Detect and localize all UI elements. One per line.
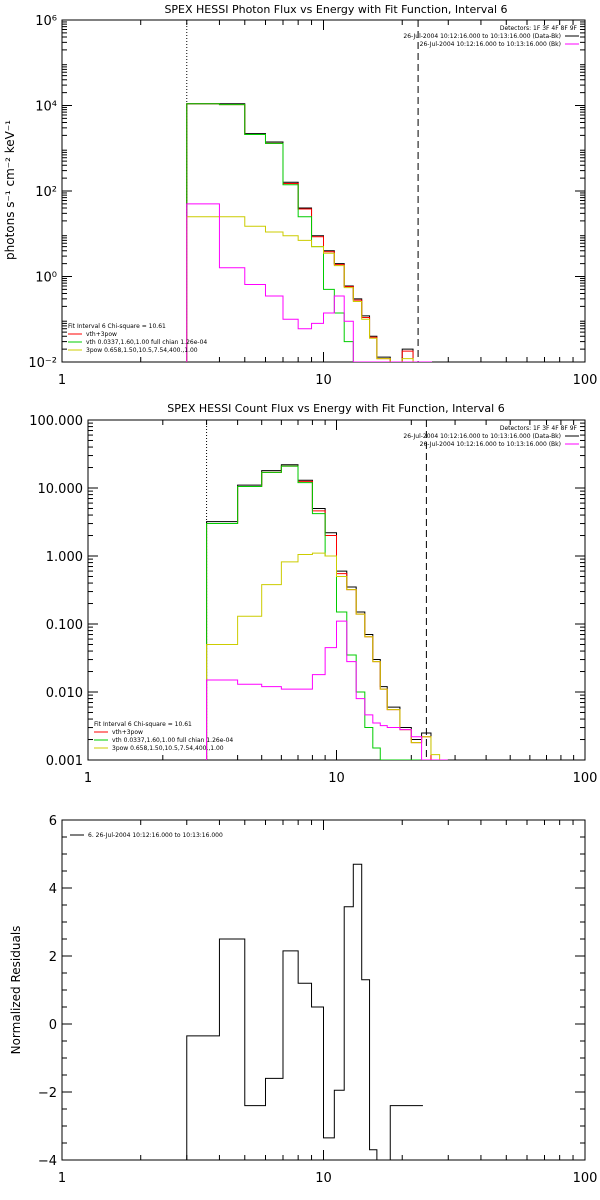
x-tick-label: 1 <box>58 373 66 388</box>
x-tick-label: 10 <box>315 373 332 388</box>
plot-frame <box>61 19 586 363</box>
y-tick-label: 1.000 <box>46 550 83 565</box>
residuals-panel: Normalized Residuals 1 10 100 −4 −2 0 2 4 6 6. 26… <box>9 814 597 1186</box>
y-tick-label: −4 <box>38 1154 57 1169</box>
y-tick-label: 10⁰ <box>35 271 57 286</box>
y-tick-label: 10⁶ <box>35 14 57 29</box>
series-line <box>186 203 433 362</box>
y-axis-label: photons s⁻¹ cm⁻² keV⁻¹ <box>3 120 17 260</box>
series-line <box>186 216 433 362</box>
series-line <box>186 863 423 1160</box>
legend-text: 26-Jul-2004 10:12:16.000 to 10:13:16.000… <box>420 441 561 448</box>
y-tick-label: 0.001 <box>46 754 83 769</box>
y-tick-label: 10⁴ <box>35 100 57 115</box>
y-tick-label: 0 <box>49 1018 57 1033</box>
legend-text: Fit Interval 6 Chi-square = 10.61 <box>94 721 192 728</box>
chart-title: SPEX HESSI Photon Flux vs Energy with Fi… <box>164 3 507 16</box>
legend-text: 6. 26-Jul-2004 10:12:16.000 to 10:13:16.… <box>88 832 223 839</box>
chart-title: SPEX HESSI Count Flux vs Energy with Fit… <box>167 402 504 415</box>
y-tick-label: −2 <box>38 1086 57 1101</box>
legend-text: vth+3pow <box>112 729 143 736</box>
y-tick-label: 0.100 <box>46 618 83 633</box>
y-tick-label: 4 <box>49 882 57 897</box>
y-tick-label: 10.000 <box>38 482 84 497</box>
x-tick-label: 100 <box>573 771 598 786</box>
series-line <box>206 620 448 760</box>
x-tick-label: 10 <box>315 1171 332 1186</box>
x-tick-label: 1 <box>58 1171 66 1186</box>
legend-text: vth+3pow <box>86 331 117 338</box>
series-line <box>186 103 433 362</box>
x-tick-label: 100 <box>573 1171 598 1186</box>
y-axis-label: Normalized Residuals <box>9 926 23 1055</box>
legend-text: Detectors: 1F 3F 4F 8F 9F <box>500 25 578 32</box>
x-tick-label: 1 <box>84 771 92 786</box>
legend-text: Detectors: 1F 3F 4F 8F 9F <box>500 425 578 432</box>
series-line <box>186 103 433 362</box>
x-tick-label: 10 <box>328 771 345 786</box>
series-line <box>206 465 448 760</box>
legend-text: 26-Jul-2004 10:12:16.000 to 10:13:16.000… <box>420 41 561 48</box>
series-line <box>186 103 433 362</box>
legend-text: 26-Jul-2004 10:12:16.000 to 10:13:16.000… <box>403 433 561 440</box>
legend-text: 3pow 0.658,1.50,10.5,7.54,400.,1.00 <box>86 347 198 354</box>
y-tick-label: 0.010 <box>46 686 83 701</box>
legend-text: 3pow 0.658,1.50,10.5,7.54,400.,1.00 <box>112 745 224 752</box>
y-tick-label: 100.000 <box>29 414 83 429</box>
series-line <box>206 465 448 760</box>
series-line <box>206 464 448 760</box>
series-line <box>206 552 448 760</box>
legend-text: vth 0.0337,1.60,1.00 full chian 1.26e-04 <box>86 339 207 346</box>
y-tick-label: 10⁻² <box>28 356 57 371</box>
y-tick-label: 6 <box>49 814 57 829</box>
photon-flux-panel: SPEX HESSI Photon Flux vs Energy with Fi… <box>3 3 597 388</box>
legend-text: Fit Interval 6 Chi-square = 10.61 <box>68 323 166 330</box>
y-tick-label: 10² <box>35 185 57 200</box>
legend-text: 26-Jul-2004 10:12:16.000 to 10:13:16.000… <box>403 33 561 40</box>
legend-text: vth 0.0337,1.60,1.00 full chian 1.26e-04 <box>112 737 233 744</box>
x-tick-label: 100 <box>573 373 598 388</box>
count-flux-panel: SPEX HESSI Count Flux vs Energy with Fit… <box>29 402 597 786</box>
y-tick-label: 2 <box>49 950 57 965</box>
